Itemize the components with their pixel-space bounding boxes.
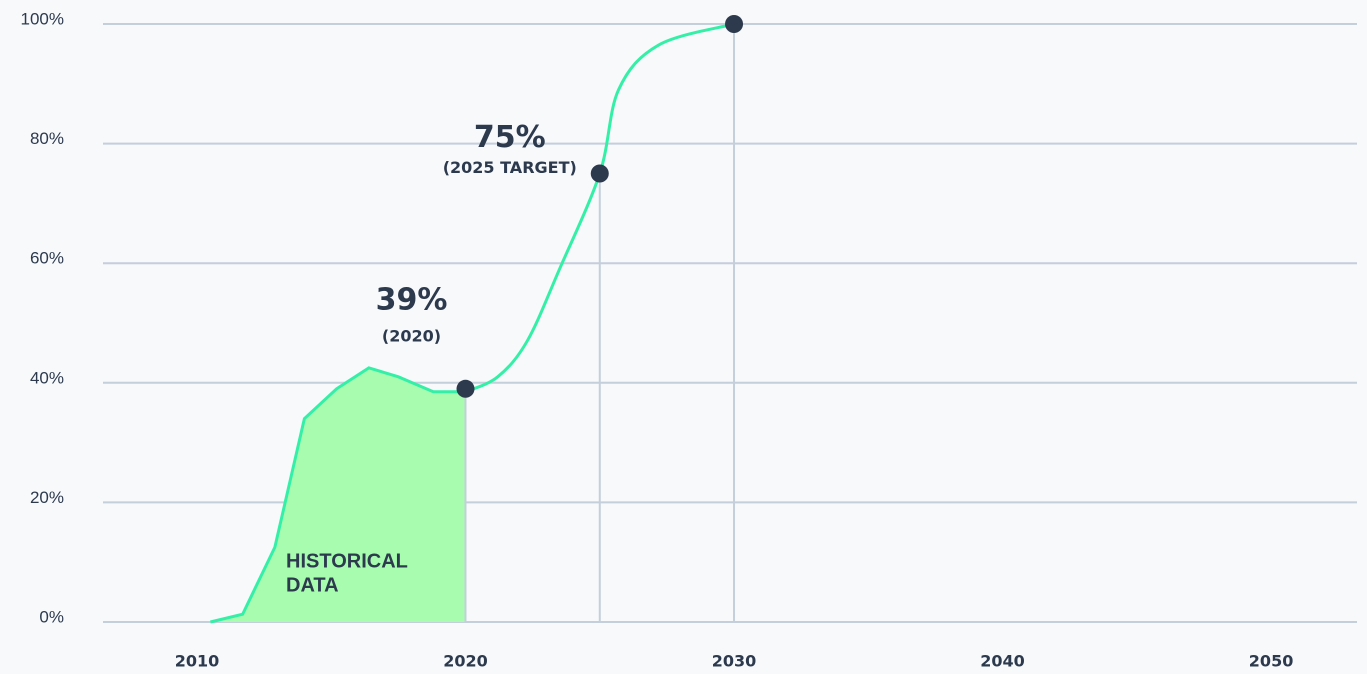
y-tick-label: 60%	[30, 249, 64, 268]
line	[210, 366, 466, 624]
y-tick-label: 40%	[30, 368, 64, 387]
x-tick-label: 2040	[980, 652, 1025, 671]
value-label: 39%	[376, 282, 448, 317]
marker	[725, 15, 744, 33]
x-tick-label: 2050	[1249, 652, 1294, 671]
marker	[456, 379, 475, 398]
y-tick-label: 100%	[21, 9, 64, 28]
sub-label: (2025 TARGET)	[443, 158, 577, 177]
sub-label: (2020)	[382, 326, 441, 345]
area	[210, 367, 466, 622]
marker	[590, 164, 609, 183]
x-tick-label: 2010	[175, 652, 220, 671]
line	[464, 22, 735, 394]
x-tick-label: 2030	[712, 652, 757, 671]
x-tick-label: 2020	[443, 652, 488, 671]
y-tick-label: 80%	[30, 129, 64, 148]
y-tick-label: 0%	[39, 607, 64, 626]
annotation: HISTORICAL	[286, 550, 408, 572]
annotation: DATA	[286, 574, 339, 596]
y-tick-label: 20%	[30, 488, 64, 507]
value-label: 75%	[474, 120, 546, 155]
